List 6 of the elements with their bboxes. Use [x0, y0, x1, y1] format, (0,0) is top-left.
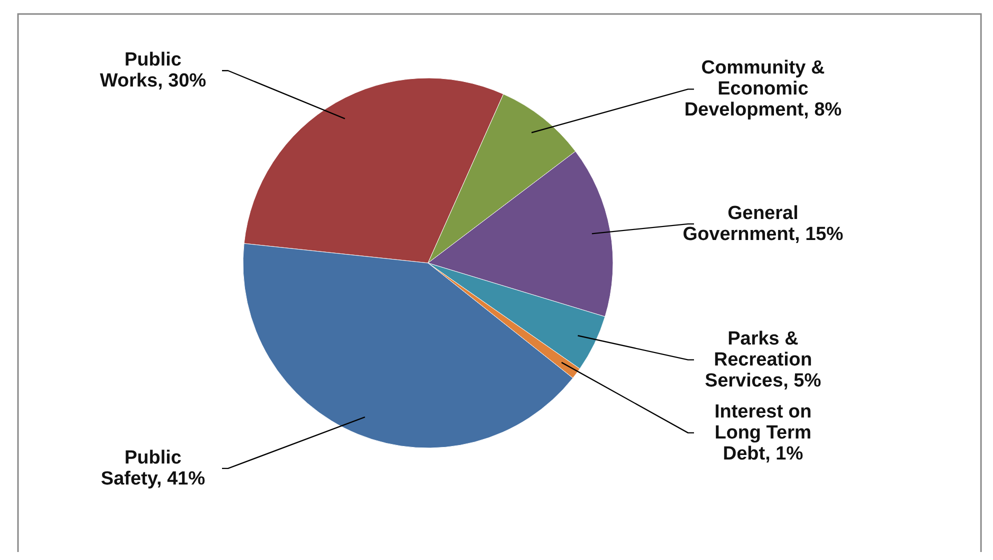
slice-label: Public Works, 30%: [100, 50, 206, 92]
slice-label: Community & Economic Development, 8%: [684, 58, 842, 121]
slice-label: Public Safety, 41%: [100, 447, 206, 490]
slice-label: Interest on Long Term Debt, 1%: [714, 401, 812, 464]
slice-label: Parks & Recreation Services, 5%: [704, 328, 822, 392]
slice-label: General Government, 15%: [682, 202, 844, 245]
